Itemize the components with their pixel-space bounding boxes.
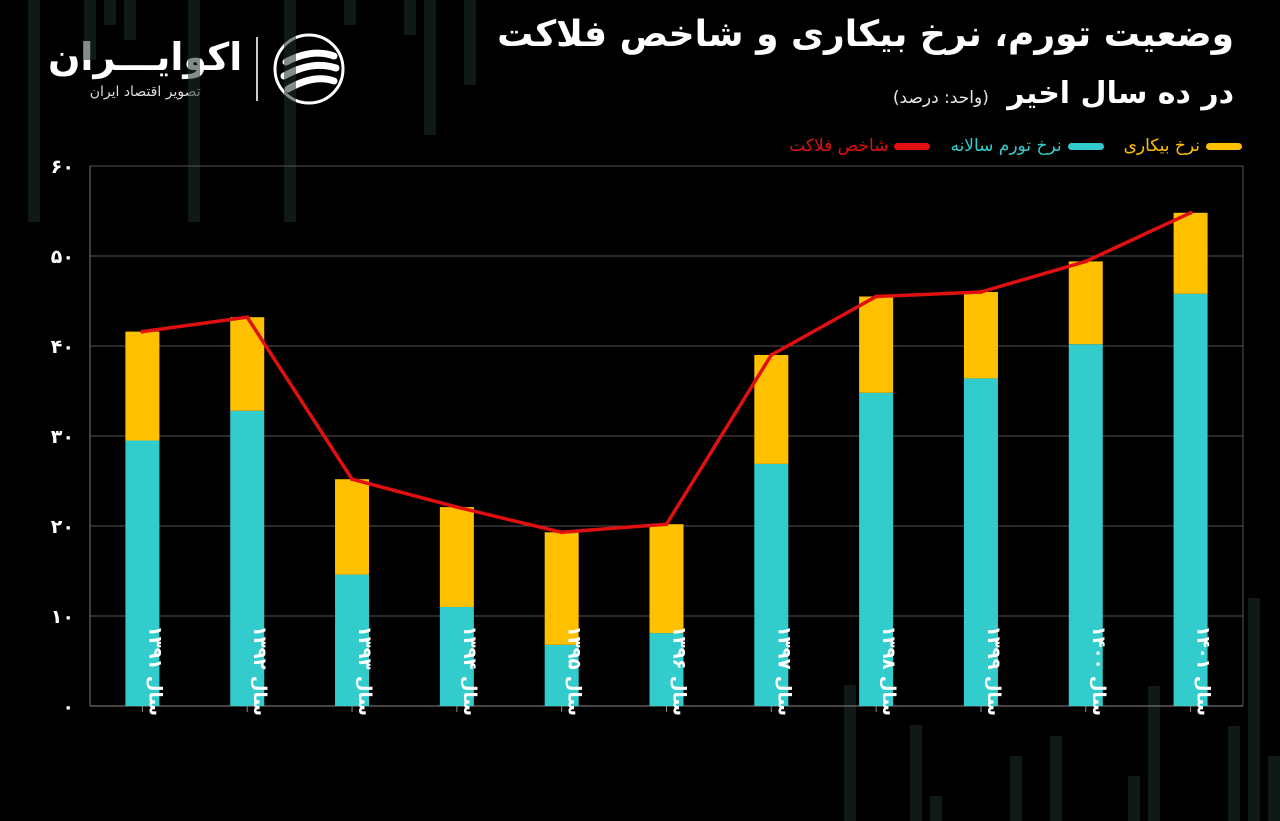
point-misery-index (559, 530, 564, 535)
bars (125, 212, 1208, 706)
x-tick-label: سال ۱۳۹۱ (144, 626, 165, 716)
ecoiran-stripes-icon (273, 33, 345, 105)
bar-inflation (859, 392, 894, 706)
bar-unemployment (230, 317, 265, 411)
background-deco-bar (1010, 756, 1022, 821)
y-tick-label: ۶۰ (51, 156, 74, 178)
bar-unemployment (125, 331, 160, 441)
bar-inflation (439, 607, 474, 706)
bar-inflation (335, 574, 370, 706)
bar-inflation (544, 644, 579, 706)
y-tick-label: ۳۰ (51, 426, 74, 448)
x-tick-label: سال ۱۳۹۶ (669, 626, 690, 716)
y-tick-label: ۱۰ (51, 606, 74, 628)
point-misery-index (769, 353, 774, 357)
x-tick-label: سال ۱۳۹۵ (564, 626, 585, 716)
bar-inflation (230, 410, 265, 706)
bar-unemployment (649, 524, 684, 634)
misery-line (140, 210, 1193, 535)
logo-name: اکوایـــران (48, 35, 243, 79)
logo-subtitle: تصویر اقتصاد ایران (89, 84, 201, 100)
point-misery-index (454, 505, 459, 510)
background-deco-bar (930, 796, 942, 821)
background-deco-bar (344, 0, 356, 25)
background-deco-bar (1248, 598, 1260, 821)
bar-unemployment (544, 532, 579, 645)
x-tick-label: سال ۱۳۹۹ (983, 626, 1004, 716)
background-deco-bar (1228, 726, 1240, 821)
background-deco-bar (464, 0, 476, 85)
legend-label-misery: شاخص فلاکت (789, 136, 889, 156)
legend-item-misery: شاخص فلاکت (789, 136, 931, 156)
x-tick-label: سال ۱۳۹۷ (773, 626, 794, 716)
y-tick-labels: ۰ ۱۰ ۲۰ ۳۰ ۴۰ ۵۰ ۶۰ (51, 156, 74, 718)
background-deco-bar (104, 0, 116, 25)
bar-unemployment (335, 479, 370, 575)
background-deco-bar (1050, 736, 1062, 821)
brand-logo: اکوایـــران تصویر اقتصاد ایران (48, 32, 346, 106)
bar-unemployment (439, 507, 474, 607)
x-tick-label: سال ۱۴۰۱ (1193, 626, 1214, 716)
bar-unemployment (1068, 261, 1103, 345)
grid-lines (89, 165, 1244, 712)
point-misery-index (140, 329, 145, 334)
y-tick-label: ۲۰ (51, 516, 74, 538)
bar-inflation (125, 440, 160, 706)
logo-wordmark: اکوایـــران تصویر اقتصاد ایران (48, 38, 242, 100)
bar-inflation (649, 633, 684, 706)
point-misery-index (978, 290, 983, 294)
bar-unemployment (754, 355, 789, 464)
logo-divider (256, 37, 259, 101)
background-deco-bar (404, 0, 416, 35)
background-deco-bar (424, 0, 436, 135)
bar-unemployment (859, 296, 894, 393)
bar-inflation (963, 378, 998, 706)
x-tick-label: سال ۱۴۰۰ (1088, 626, 1109, 716)
chart-subtitle: در ده سال اخیر (واحد: درصد) (893, 76, 1234, 111)
point-misery-index (245, 315, 250, 320)
legend-swatch-unemployment (1206, 142, 1242, 150)
point-misery-index (1188, 210, 1193, 215)
background-deco-bar (910, 725, 922, 821)
bar-unemployment (1173, 212, 1208, 294)
y-tick-label: ۴۰ (51, 336, 74, 358)
legend-swatch-misery (894, 142, 931, 150)
chart-title: وضعیت تورم، نرخ بیکاری و شاخص فلاکت (497, 14, 1234, 55)
legend-label-unemployment: نرخ بیکاری (1123, 136, 1200, 156)
point-misery-index (1083, 259, 1088, 264)
bar-unemployment (963, 292, 998, 379)
background-deco-bar (1128, 776, 1140, 821)
x-tick-labels: سال ۱۳۹۱ سال ۱۳۹۲ سال ۱۳۹۳ سال ۱۳۹۴ سال ۱۳۹۵… (144, 626, 1213, 716)
bar-inflation (1173, 293, 1208, 706)
x-tick-label: سال ۱۳۹۴ (459, 626, 480, 716)
y-tick-label: ۵۰ (51, 246, 74, 268)
point-misery-index (350, 477, 355, 482)
legend-swatch-inflation (1067, 142, 1104, 150)
point-misery-index (874, 294, 879, 299)
chart-legend: نرخ بیکاری نرخ تورم سالانه شاخص فلاکت (789, 136, 1242, 156)
x-tick-label: سال ۱۳۹۸ (878, 626, 899, 716)
y-tick-label: ۰ (62, 696, 74, 718)
background-deco-bar (1268, 756, 1280, 821)
chart-subtitle-text: در ده سال اخیر (1007, 76, 1234, 111)
background-deco-bar (1148, 686, 1160, 821)
legend-item-inflation: نرخ تورم سالانه (950, 136, 1104, 156)
x-tick-label: سال ۱۳۹۳ (354, 626, 375, 716)
background-decoration (28, 0, 1280, 821)
bar-inflation (1068, 344, 1103, 706)
bar-inflation (754, 463, 789, 706)
legend-label-inflation: نرخ تورم سالانه (950, 136, 1062, 156)
point-misery-index (664, 522, 669, 527)
background-deco-bar (844, 685, 856, 821)
legend-item-unemployment: نرخ بیکاری (1124, 136, 1242, 156)
unit-note: (واحد: درصد) (892, 88, 989, 108)
line-misery-index (142, 211, 1192, 535)
x-tick-label: سال ۱۳۹۲ (249, 626, 270, 716)
background-deco-bar (28, 0, 40, 222)
